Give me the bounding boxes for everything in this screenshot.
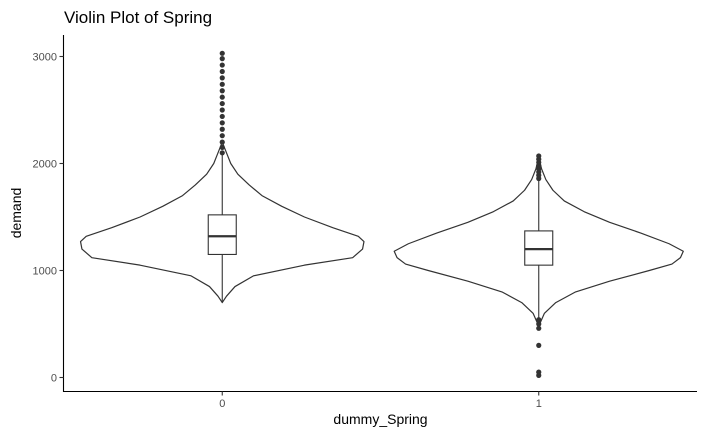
y-tick-label: 1000: [33, 266, 57, 278]
outlier-point: [219, 113, 225, 120]
outlier-point: [219, 107, 225, 113]
outlier-point: [219, 50, 225, 56]
y-tick-label: 0: [51, 373, 57, 385]
box: [207, 214, 237, 256]
violin-group-1: [393, 153, 684, 378]
outlier-point: [219, 100, 225, 107]
chart-title: Violin Plot of Spring: [64, 8, 212, 27]
outlier-point: [219, 139, 225, 145]
outlier-point: [219, 81, 225, 87]
outlier-point: [219, 88, 225, 94]
outlier-point: [219, 56, 225, 62]
outlier-point: [219, 144, 225, 151]
outlier-point: [219, 133, 225, 139]
outlier-point: [219, 75, 225, 81]
outlier-point: [536, 325, 542, 331]
outlier-point: [219, 126, 225, 132]
x-axis-title: dummy_Spring: [333, 411, 427, 427]
x-tick-label: 1: [536, 398, 542, 410]
y-axis-ticks: 0 1000 2000 3000: [33, 52, 64, 385]
outlier-point: [219, 62, 225, 68]
outlier-point: [536, 369, 542, 375]
outlier-point: [536, 342, 542, 348]
outlier-point: [219, 68, 225, 75]
outlier-point: [536, 317, 542, 323]
outlier-point: [219, 120, 225, 126]
y-tick-label: 2000: [33, 159, 57, 171]
outlier-point: [219, 150, 225, 156]
y-tick-label: 3000: [33, 52, 57, 64]
outlier-point: [536, 153, 542, 159]
outlier-point: [219, 94, 225, 100]
outlier-point: [536, 321, 542, 327]
violin-group-0: [79, 50, 365, 304]
x-tick-label: 0: [219, 398, 225, 410]
y-axis-title: demand: [8, 188, 24, 239]
plot-area: [79, 50, 684, 378]
